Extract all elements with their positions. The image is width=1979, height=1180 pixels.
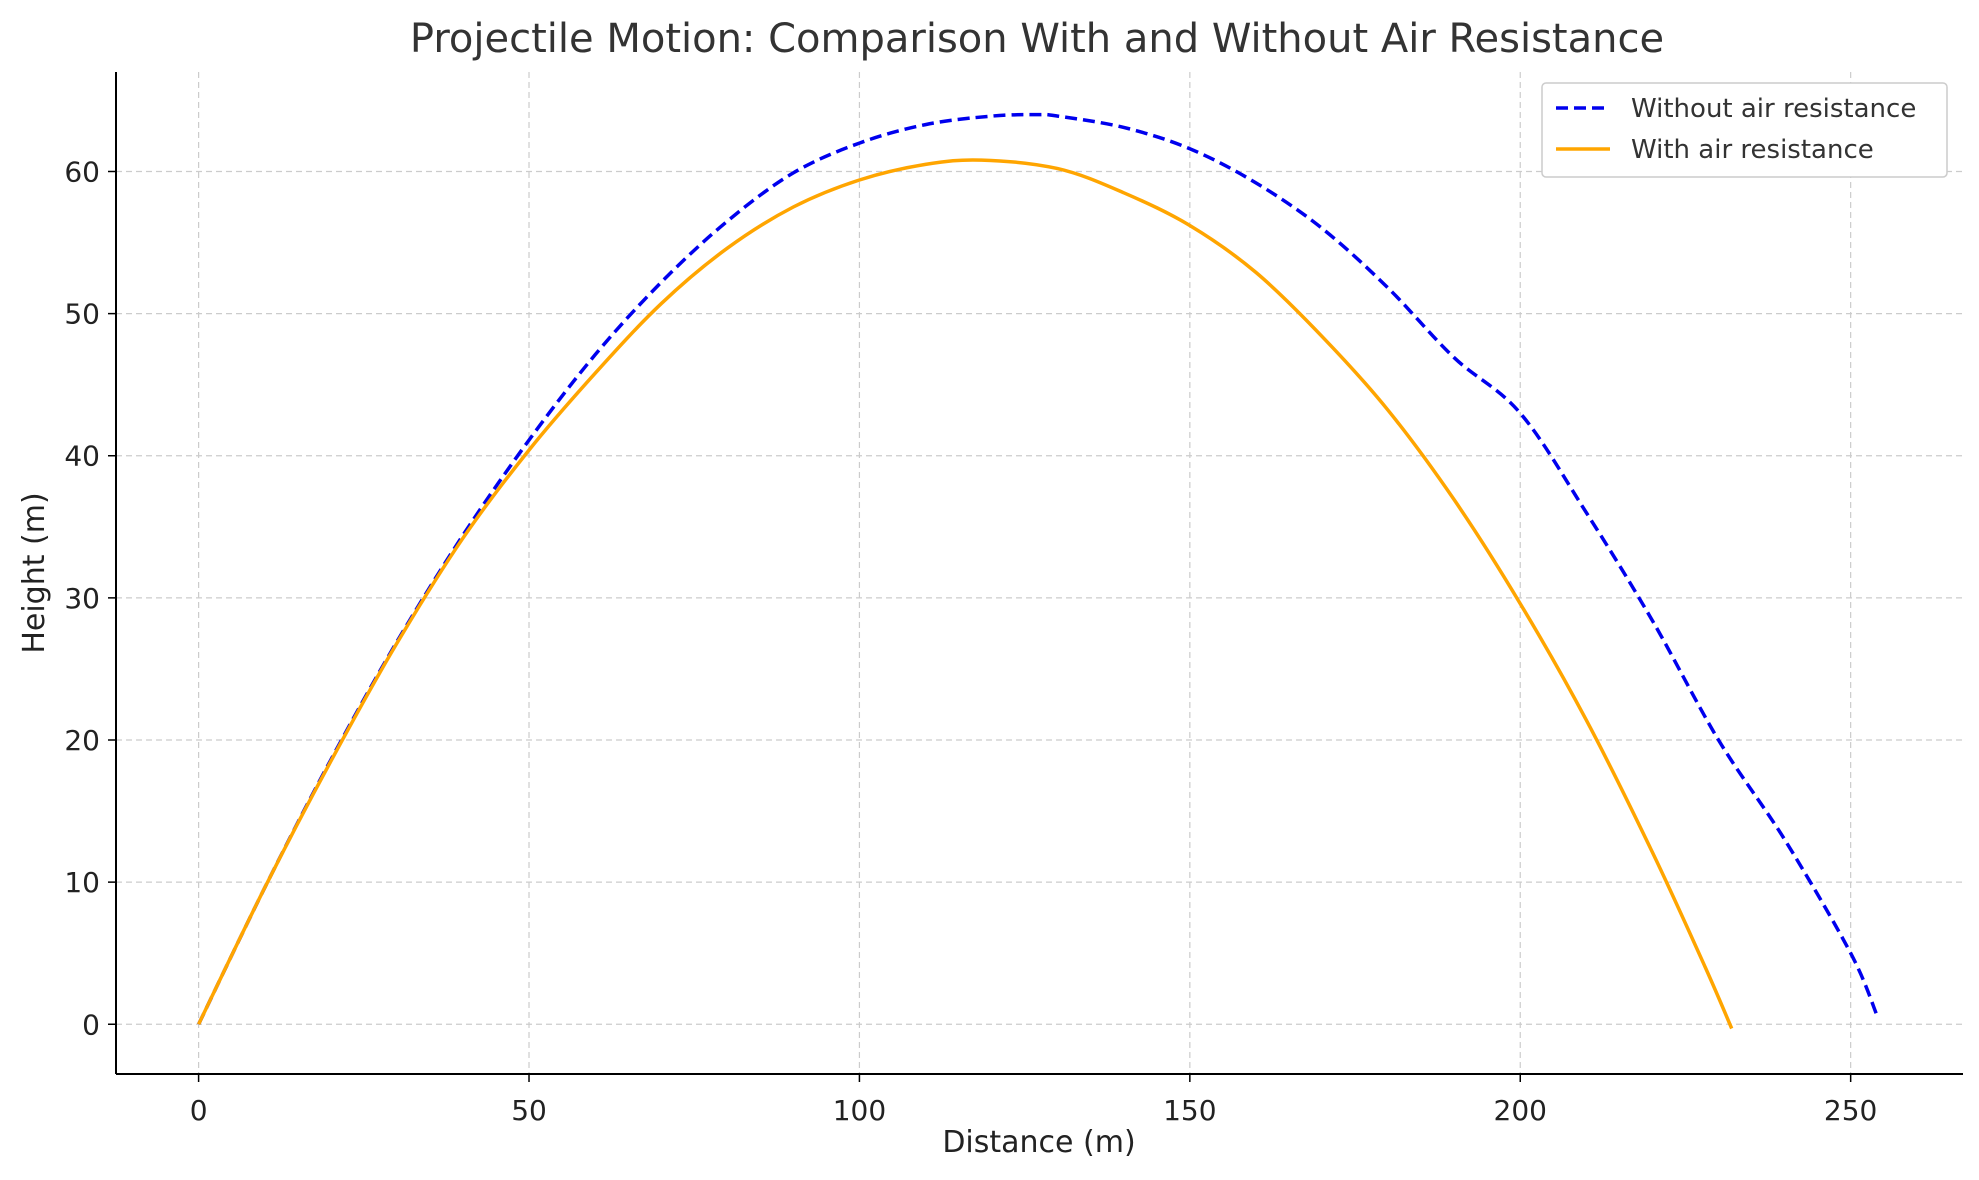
y-axis-label: Height (m): [17, 492, 52, 653]
legend-label-with-air: With air resistance: [1631, 135, 1874, 165]
series-lines: [197, 112, 1879, 1030]
grid-lines: [116, 72, 1963, 1074]
x-tick-label: 0: [190, 1094, 208, 1127]
series-line-with-air-resistance: [197, 158, 1734, 1030]
legend-box: [1541, 82, 1948, 178]
chart-title: Projectile Motion: Comparison With and W…: [410, 16, 1664, 62]
y-tick-label: 60: [64, 155, 100, 188]
x-tick-label: 50: [511, 1094, 547, 1127]
x-tick-label: 200: [1494, 1094, 1547, 1127]
x-ticks: 0 50 100 150 200 250: [190, 1074, 1877, 1127]
x-tick-label: 250: [1824, 1094, 1877, 1127]
legend-label-without-air: Without air resistance: [1631, 94, 1916, 124]
y-tick-label: 10: [64, 866, 100, 899]
x-tick-label: 150: [1163, 1094, 1216, 1127]
y-tick-label: 40: [64, 440, 100, 473]
y-tick-label: 20: [64, 724, 100, 757]
series-line-without-air-resistance: [197, 112, 1879, 1026]
legend: Without air resistance With air resistan…: [1541, 82, 1948, 178]
y-ticks: 0 10 20 30 40 50 60: [64, 155, 116, 1041]
y-tick-label: 30: [64, 582, 100, 615]
y-tick-label: 0: [82, 1008, 100, 1041]
x-axis-label: Distance (m): [942, 1125, 1135, 1160]
y-tick-label: 50: [64, 298, 100, 331]
x-tick-label: 100: [833, 1094, 886, 1127]
